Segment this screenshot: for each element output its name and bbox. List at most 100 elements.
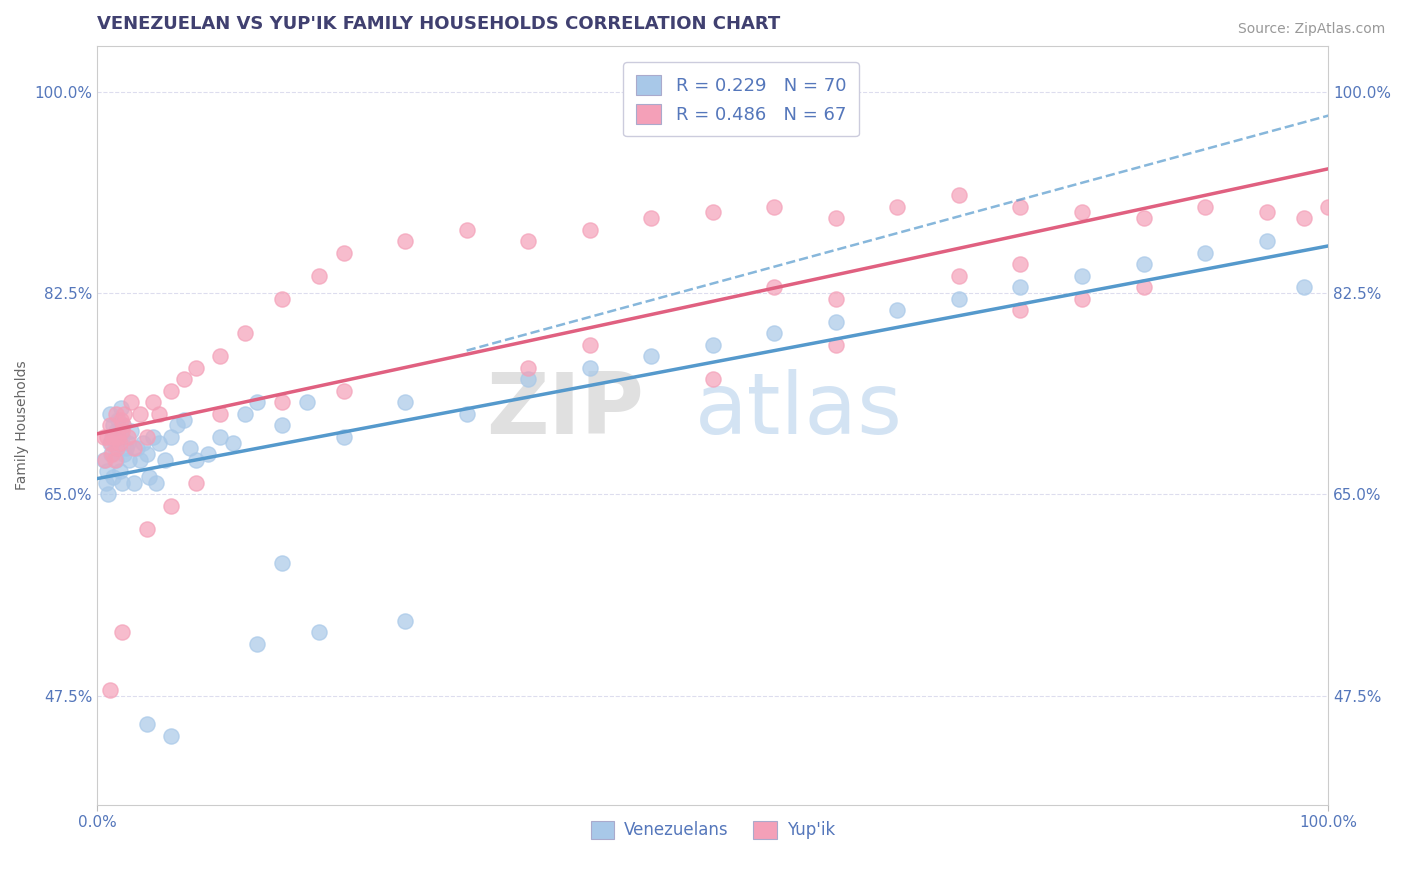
Point [135,447,157,461]
Point [702,372,724,386]
Point [104,442,127,456]
Point [332,384,354,398]
Point [173,412,195,426]
Point [97,487,120,501]
Point [1194,245,1216,260]
Point [1132,211,1154,226]
Point [271,418,294,433]
Point [120,395,142,409]
Point [117,430,139,444]
Point [1132,257,1154,271]
Point [112,418,135,433]
Point [100,435,122,450]
Point [456,223,478,237]
Point [233,407,256,421]
Legend: Venezuelans, Yup'ik: Venezuelans, Yup'ik [583,814,842,846]
Point [111,424,134,438]
Point [517,372,540,386]
Point [145,475,167,490]
Point [96,430,118,444]
Point [1071,292,1094,306]
Point [179,442,201,456]
Point [578,223,600,237]
Point [209,407,232,421]
Point [105,435,128,450]
Point [308,268,330,283]
Point [103,418,125,433]
Point [1010,280,1032,294]
Point [96,464,118,478]
Point [1256,234,1278,248]
Point [98,435,121,450]
Point [124,475,146,490]
Point [1317,200,1340,214]
Point [763,280,786,294]
Point [948,188,970,202]
Point [394,234,416,248]
Point [1292,280,1315,294]
Point [394,395,416,409]
Point [125,442,148,456]
Point [94,453,117,467]
Point [94,475,117,490]
Point [160,729,183,743]
Point [108,464,131,478]
Point [108,435,131,450]
Point [184,360,207,375]
Point [110,412,132,426]
Point [578,338,600,352]
Point [1292,211,1315,226]
Point [111,430,134,444]
Point [640,349,662,363]
Point [456,407,478,421]
Point [1256,205,1278,219]
Point [160,430,183,444]
Point [517,234,540,248]
Point [107,430,129,444]
Point [135,717,157,731]
Point [209,430,232,444]
Point [104,424,127,438]
Point [153,453,176,467]
Point [100,447,122,461]
Point [702,205,724,219]
Point [824,211,846,226]
Point [1071,268,1094,283]
Point [763,326,786,341]
Point [103,470,125,484]
Point [271,557,294,571]
Point [93,430,115,444]
Point [107,412,129,426]
Text: ZIP: ZIP [486,368,644,451]
Point [117,435,139,450]
Point [93,453,115,467]
Point [135,522,157,536]
Point [332,430,354,444]
Point [101,430,124,444]
Point [98,407,121,421]
Point [209,349,232,363]
Point [166,418,188,433]
Point [332,245,354,260]
Point [98,682,121,697]
Point [763,200,786,214]
Point [246,395,269,409]
Point [271,395,294,409]
Point [222,435,245,450]
Point [1132,280,1154,294]
Point [308,625,330,640]
Point [640,211,662,226]
Point [104,453,127,467]
Point [124,442,146,456]
Point [578,360,600,375]
Point [1010,303,1032,318]
Point [104,453,127,467]
Point [824,292,846,306]
Point [114,407,136,421]
Point [129,453,152,467]
Point [132,435,155,450]
Point [271,292,294,306]
Point [105,442,128,456]
Point [948,268,970,283]
Point [148,435,170,450]
